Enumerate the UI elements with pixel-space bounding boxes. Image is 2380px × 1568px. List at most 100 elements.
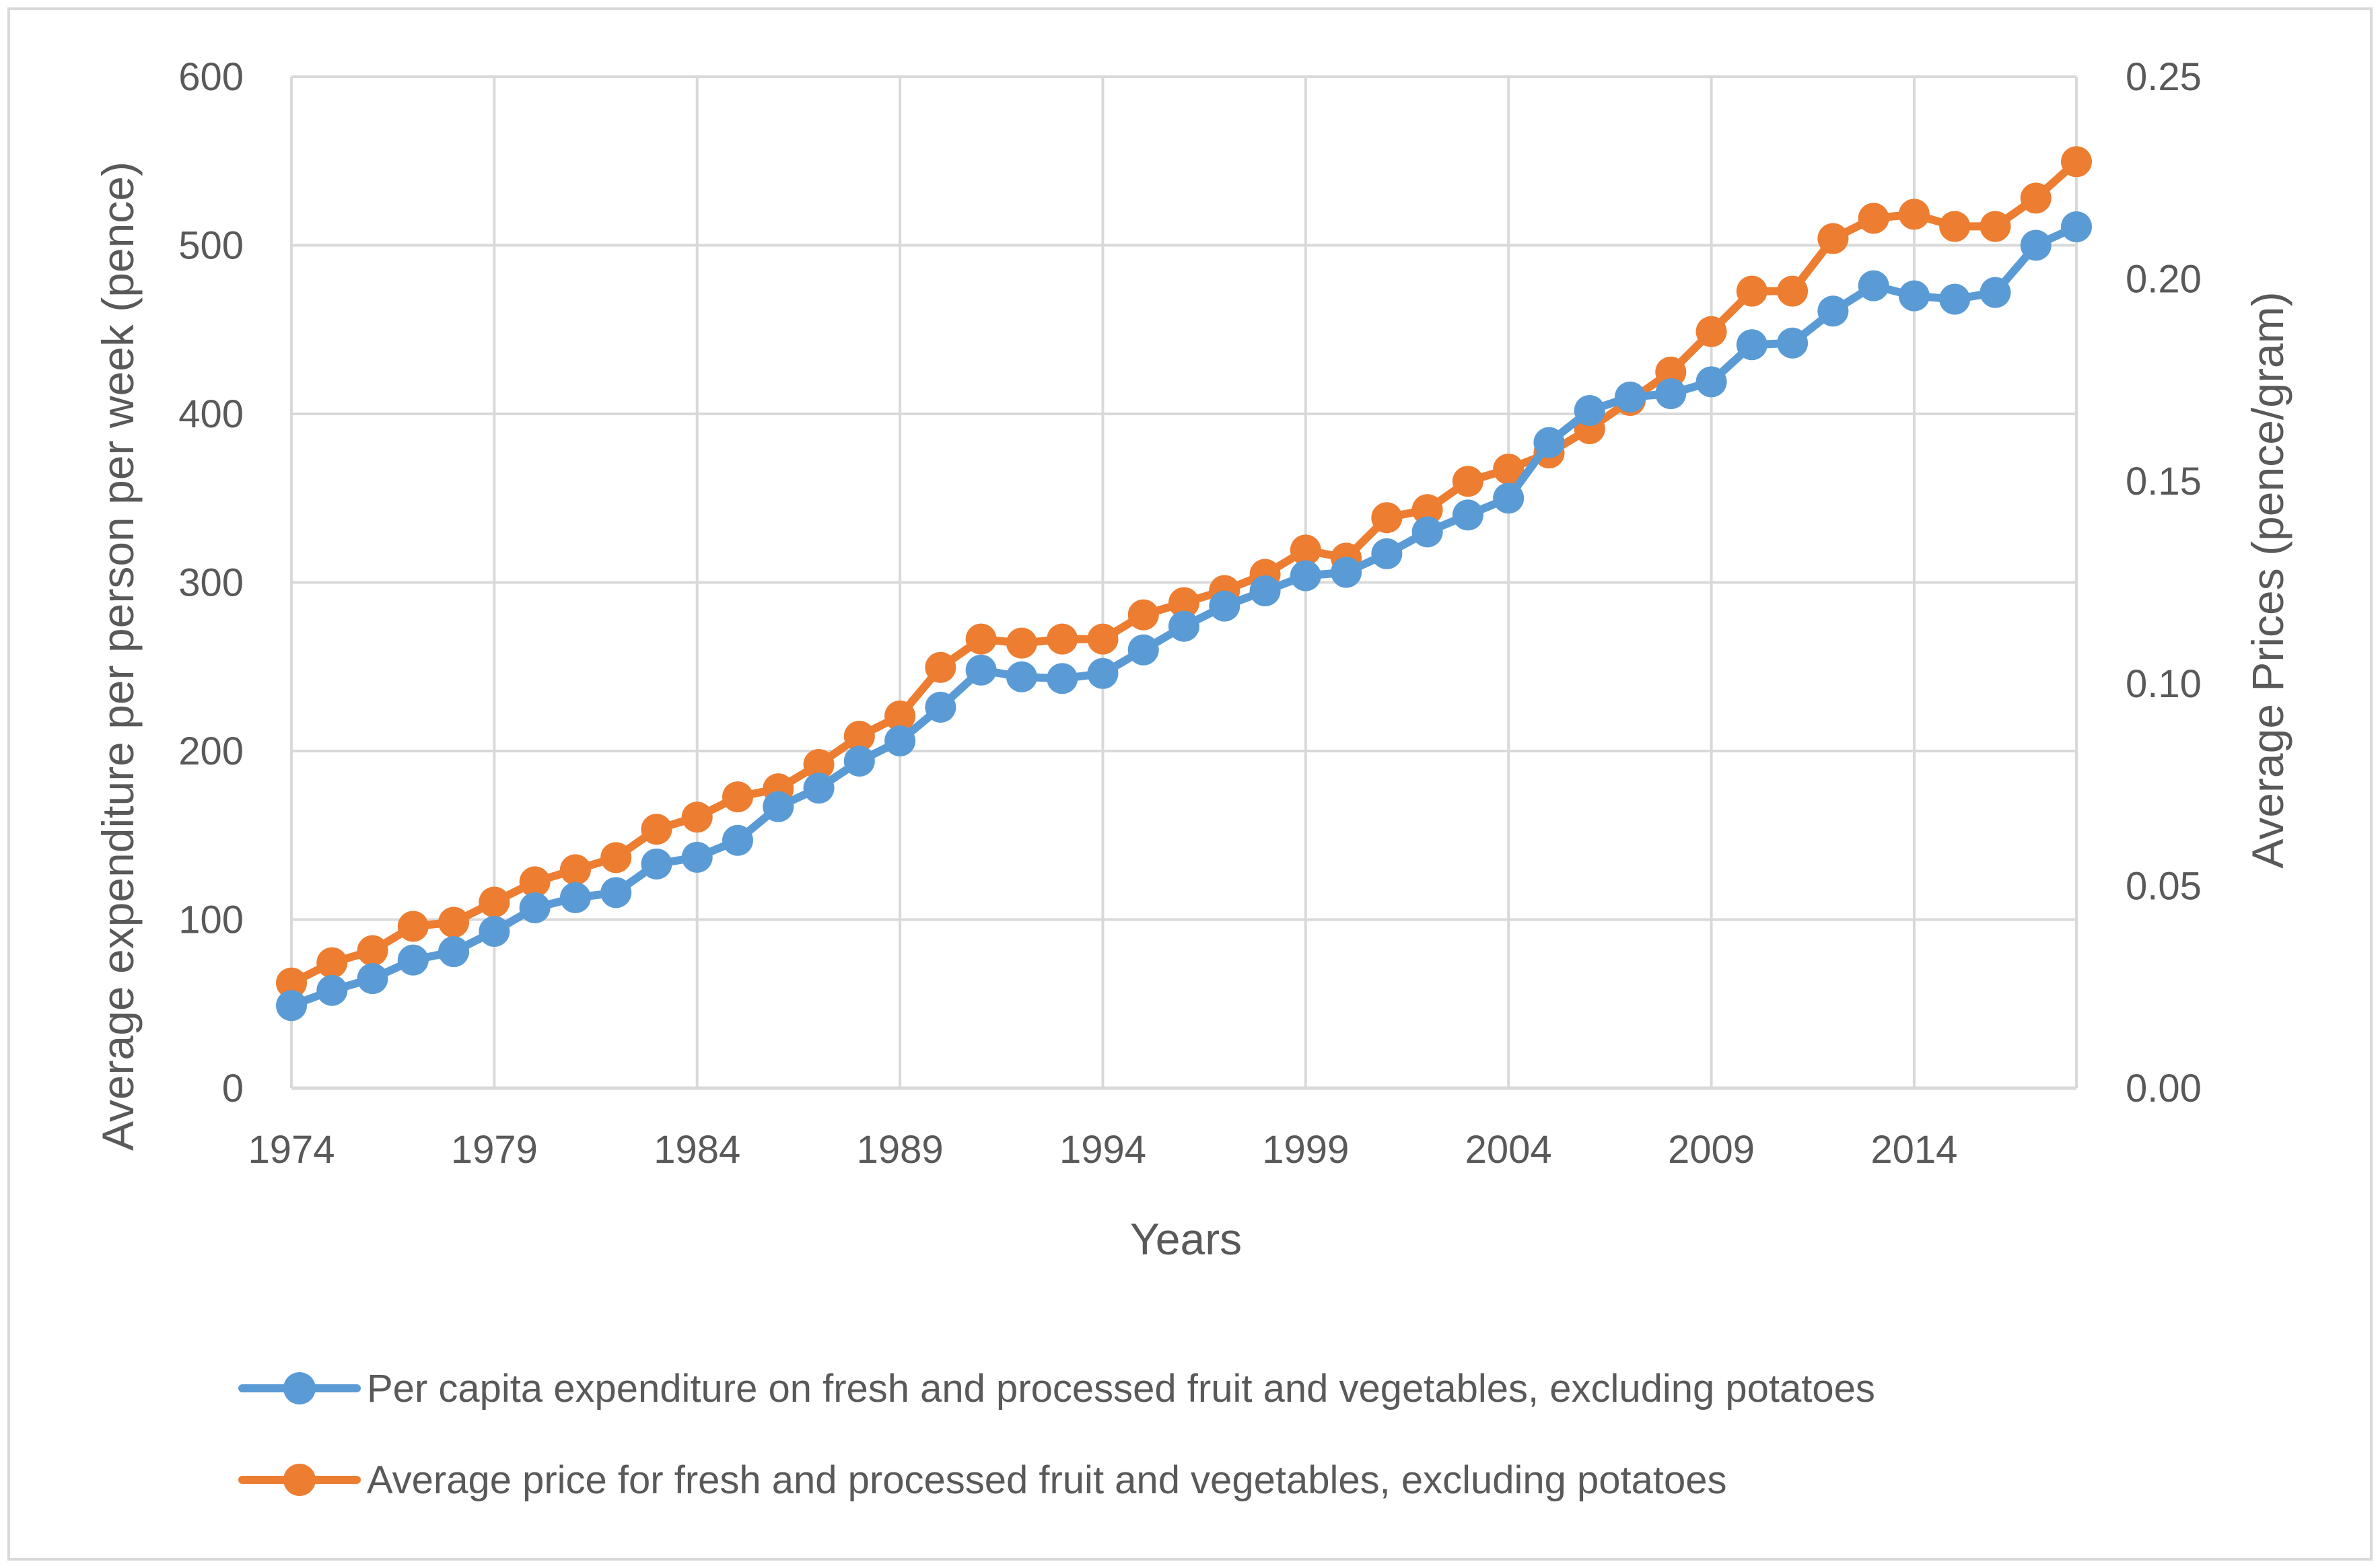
x-tick-label: 1974 (248, 1128, 335, 1172)
data-point-price[interactable] (1127, 599, 1159, 631)
data-point-expenditure[interactable] (1127, 634, 1159, 666)
data-point-price[interactable] (1980, 211, 2011, 242)
data-point-expenditure[interactable] (276, 990, 307, 1022)
data-point-price[interactable] (2061, 146, 2092, 178)
data-point-price[interactable] (276, 967, 307, 999)
data-point-expenditure[interactable] (1574, 394, 1605, 426)
data-point-expenditure[interactable] (1695, 366, 1727, 398)
legend-item-price[interactable]: Average price for fresh and processed fr… (238, 1458, 1727, 1502)
x-tick-label: 2004 (1465, 1128, 1552, 1172)
y-tick-label: 400 (178, 392, 244, 436)
data-point-price[interactable] (1452, 466, 1483, 497)
y2-tick-label: 0.00 (2126, 1067, 2202, 1110)
data-point-expenditure[interactable] (1249, 575, 1281, 607)
data-point-expenditure[interactable] (1533, 427, 1565, 458)
y2-tick-label: 0.25 (2126, 55, 2202, 99)
data-point-price[interactable] (1493, 454, 1525, 485)
data-point-price[interactable] (519, 866, 551, 898)
data-point-price[interactable] (641, 814, 672, 845)
data-point-price[interactable] (1939, 211, 1971, 242)
legend-label-price: Average price for fresh and processed fr… (367, 1458, 1727, 1502)
data-point-expenditure[interactable] (884, 725, 916, 756)
data-point-expenditure[interactable] (1858, 270, 1889, 301)
legend-label-expenditure: Per capita expenditure on fresh and proc… (367, 1367, 1875, 1411)
data-point-price[interactable] (438, 906, 470, 938)
data-point-expenditure[interactable] (925, 691, 956, 723)
data-point-expenditure[interactable] (1047, 663, 1078, 694)
data-point-price[interactable] (1898, 199, 1930, 230)
data-point-expenditure[interactable] (1331, 557, 1362, 588)
data-point-price[interactable] (965, 623, 997, 655)
data-point-expenditure[interactable] (479, 916, 510, 948)
data-point-expenditure[interactable] (1168, 610, 1199, 642)
data-point-expenditure[interactable] (519, 892, 551, 923)
data-point-expenditure[interactable] (1371, 538, 1403, 569)
data-point-price[interactable] (681, 801, 713, 833)
data-point-expenditure[interactable] (722, 824, 753, 856)
data-point-price[interactable] (1371, 502, 1403, 534)
data-point-price[interactable] (1006, 627, 1037, 659)
data-point-price[interactable] (479, 886, 510, 918)
x-tick-label: 1979 (451, 1128, 538, 1172)
y2-tick-label: 0.20 (2126, 258, 2202, 301)
data-point-price[interactable] (1655, 356, 1687, 388)
data-point-expenditure[interactable] (600, 877, 632, 908)
legend-marker-price (283, 1464, 316, 1496)
data-point-price[interactable] (1047, 623, 1078, 655)
data-point-expenditure[interactable] (1939, 283, 1971, 315)
data-point-expenditure[interactable] (1209, 590, 1240, 622)
legend-item-expenditure[interactable]: Per capita expenditure on fresh and proc… (238, 1367, 1875, 1411)
data-point-expenditure[interactable] (1087, 657, 1119, 689)
data-point-price[interactable] (2020, 182, 2052, 214)
data-point-price[interactable] (1736, 275, 1768, 307)
data-point-price[interactable] (1817, 223, 1849, 254)
data-point-expenditure[interactable] (316, 974, 348, 1006)
data-point-expenditure[interactable] (641, 848, 672, 880)
data-point-price[interactable] (1858, 203, 1889, 234)
data-point-expenditure[interactable] (1290, 560, 1321, 592)
data-point-expenditure[interactable] (1980, 277, 2011, 308)
data-point-expenditure[interactable] (1736, 329, 1768, 361)
data-point-price[interactable] (600, 842, 632, 874)
data-point-expenditure[interactable] (763, 791, 794, 822)
data-point-expenditure[interactable] (1777, 327, 1809, 359)
data-point-expenditure[interactable] (1898, 280, 1930, 312)
data-point-price[interactable] (1695, 316, 1727, 347)
data-point-expenditure[interactable] (1817, 295, 1849, 327)
data-point-price[interactable] (316, 947, 348, 978)
data-point-expenditure[interactable] (2061, 211, 2092, 242)
data-point-expenditure[interactable] (357, 963, 388, 995)
data-point-price[interactable] (397, 911, 429, 942)
data-point-price[interactable] (925, 651, 956, 683)
data-point-price[interactable] (722, 781, 753, 813)
data-point-expenditure[interactable] (1655, 378, 1687, 409)
data-point-expenditure[interactable] (1493, 483, 1525, 514)
data-point-expenditure[interactable] (1615, 381, 1646, 413)
data-point-expenditure[interactable] (559, 882, 591, 913)
data-point-price[interactable] (803, 749, 835, 781)
data-point-expenditure[interactable] (1452, 499, 1483, 531)
data-point-expenditure[interactable] (2020, 229, 2052, 261)
x-tick-label: 2014 (1870, 1128, 1957, 1172)
data-point-price[interactable] (884, 700, 916, 732)
data-point-expenditure[interactable] (803, 773, 835, 804)
data-point-price[interactable] (357, 935, 388, 966)
data-point-price[interactable] (843, 720, 875, 752)
data-point-price[interactable] (1777, 275, 1809, 307)
data-point-expenditure[interactable] (965, 654, 997, 686)
x-axis-title: Years (1130, 1214, 1242, 1264)
y-tick-label: 0 (222, 1067, 244, 1110)
data-point-price[interactable] (1087, 623, 1119, 655)
data-point-price[interactable] (1168, 587, 1199, 618)
data-point-expenditure[interactable] (1411, 516, 1443, 548)
data-point-expenditure[interactable] (438, 936, 470, 968)
data-point-price[interactable] (1411, 494, 1443, 526)
data-point-expenditure[interactable] (1006, 661, 1037, 692)
data-point-price[interactable] (1290, 534, 1321, 566)
data-point-expenditure[interactable] (681, 841, 713, 873)
data-point-price[interactable] (559, 854, 591, 886)
data-point-expenditure[interactable] (843, 746, 875, 777)
y2-tick-label: 0.10 (2126, 662, 2202, 706)
data-point-expenditure[interactable] (397, 944, 429, 976)
